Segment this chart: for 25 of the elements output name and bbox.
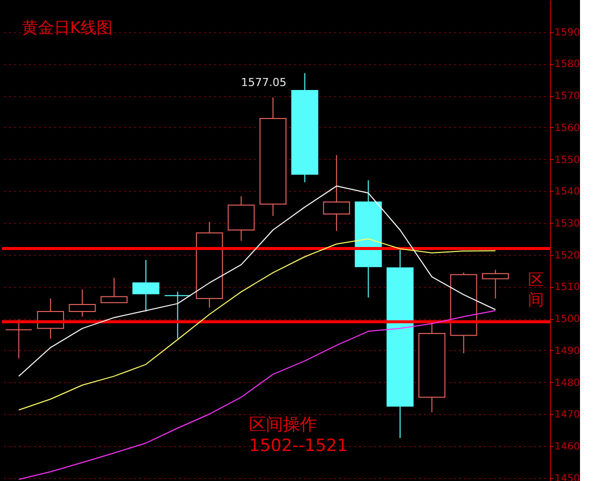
candlestick (5, 319, 32, 359)
y-tick-label: 1580 (554, 59, 580, 70)
annotation: 区间操作 (249, 415, 317, 435)
y-tick-label: 1590 (554, 27, 580, 38)
y-tick-label: 1570 (554, 91, 580, 102)
y-tick-label: 1490 (554, 346, 580, 357)
y-tick-label: 1500 (554, 314, 580, 326)
line-series (18, 186, 496, 377)
y-tick-label: 1540 (554, 186, 580, 198)
candlestick (164, 291, 192, 340)
candlestick (482, 269, 509, 299)
y-tick-label: 1560 (554, 122, 580, 134)
line-series (18, 310, 496, 480)
line-series (18, 238, 496, 410)
y-tick-label: 1480 (554, 378, 580, 389)
annotation: 1577.05 (241, 76, 286, 89)
y-tick-label: 1520 (554, 250, 580, 262)
y-tick-label: 1530 (554, 218, 580, 230)
y-tick-label: 1510 (554, 282, 580, 294)
y-tick-label: 1460 (554, 441, 580, 452)
y-tick-label: 1550 (554, 154, 580, 166)
annotation: 1502--1521 (249, 436, 348, 456)
y-tick-label: 1470 (554, 410, 580, 421)
text: 区间 (528, 270, 544, 309)
text: 黄金日K线图 (22, 18, 112, 37)
